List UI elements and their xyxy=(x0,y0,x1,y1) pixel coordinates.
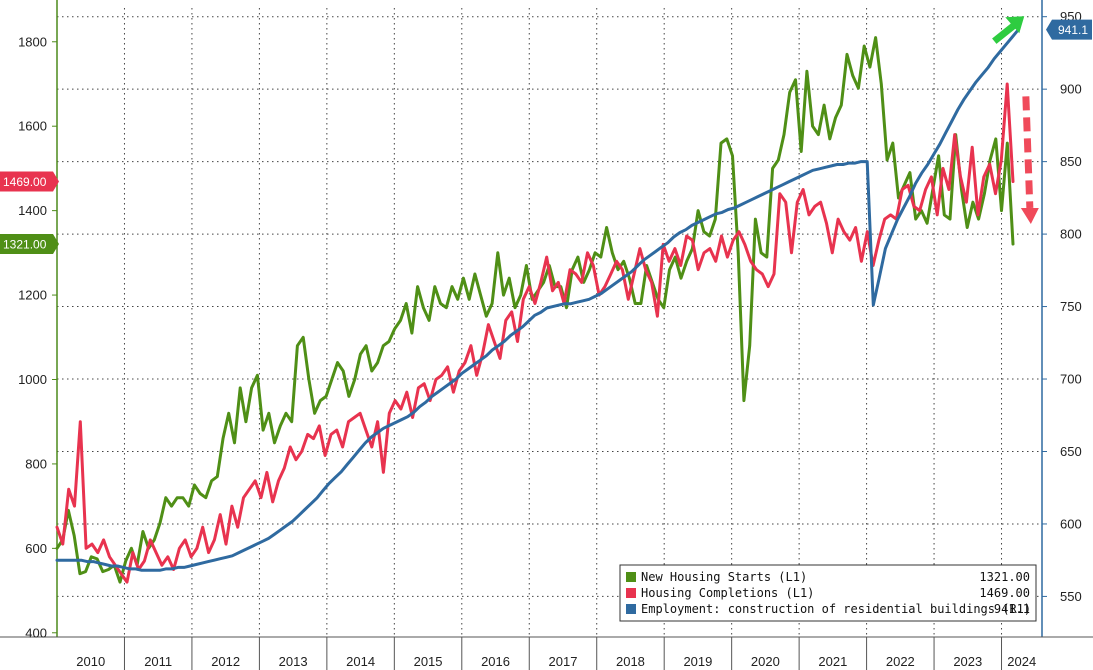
series-line-0 xyxy=(55,36,1015,584)
legend-value: 941.1 xyxy=(994,602,1030,616)
legend-label: Employment: construction of residential … xyxy=(641,602,1031,616)
legend-box xyxy=(619,564,1037,622)
x-tick-label: 2016 xyxy=(481,654,510,669)
right-tick-label: 800 xyxy=(1060,227,1082,242)
legend-swatch xyxy=(626,588,636,598)
down-arrow-shaft xyxy=(1022,96,1034,209)
x-tick-label: 2015 xyxy=(414,654,443,669)
up-arrow-shaft xyxy=(992,22,1017,44)
value-tag-text: 941.1 xyxy=(1058,23,1088,37)
down-arrow-annotation xyxy=(1020,96,1039,225)
x-tick-label: 2017 xyxy=(549,654,578,669)
x-tick-label: 2021 xyxy=(818,654,847,669)
left-tick-label: 1200 xyxy=(18,288,47,303)
right-tick-label: 550 xyxy=(1060,589,1082,604)
left-tick-label: 800 xyxy=(25,456,47,471)
series-line-2 xyxy=(55,28,1020,572)
value-tag: 1321.00 xyxy=(0,233,59,254)
left-tick-label: 600 xyxy=(25,541,47,556)
legend-value: 1469.00 xyxy=(979,586,1030,600)
value-tag-text: 1469.00 xyxy=(3,175,47,189)
value-tags: 1469.00 1321.00 941.1 xyxy=(0,19,1092,254)
x-tick-label: 2014 xyxy=(346,654,375,669)
legend-value: 1321.00 xyxy=(979,570,1030,584)
legend: New Housing Starts (L1) 1321.00 Housing Co… xyxy=(619,564,1037,622)
left-tick-label: 1000 xyxy=(18,372,47,387)
series-lines xyxy=(55,28,1020,584)
value-tag: 941.1 xyxy=(1046,19,1092,40)
up-arrow-annotation xyxy=(992,16,1025,44)
x-tick-label: 2013 xyxy=(279,654,308,669)
right-tick-label: 600 xyxy=(1060,516,1082,531)
right-tick-label: 850 xyxy=(1060,154,1082,169)
x-tick-label: 2020 xyxy=(751,654,780,669)
left-tick-label: 1400 xyxy=(18,203,47,218)
right-tick-label: 900 xyxy=(1060,82,1082,97)
right-tick-label: 700 xyxy=(1060,372,1082,387)
left-tick-label: 1800 xyxy=(18,34,47,49)
legend-label: New Housing Starts (L1) xyxy=(641,570,807,584)
value-tag-bg xyxy=(1046,19,1092,40)
down-arrow-head xyxy=(1020,208,1039,225)
legend-swatch xyxy=(626,572,636,582)
x-tick-label: 2024 xyxy=(1007,654,1036,669)
left-tick-label: 1600 xyxy=(18,119,47,134)
series-line-1 xyxy=(55,82,1015,584)
value-tag: 1469.00 xyxy=(0,171,59,192)
x-tick-label: 2019 xyxy=(683,654,712,669)
x-tick-label: 2018 xyxy=(616,654,645,669)
right-tick-label: 650 xyxy=(1060,444,1082,459)
annotations xyxy=(992,16,1039,225)
value-tag-text: 1321.00 xyxy=(3,237,47,251)
up-arrow-head xyxy=(1005,16,1025,34)
x-tick-label: 2010 xyxy=(76,654,105,669)
x-tick-label: 2023 xyxy=(953,654,982,669)
value-tag-bg xyxy=(0,171,59,192)
x-tick-label: 2022 xyxy=(886,654,915,669)
x-tick-label: 2012 xyxy=(211,654,240,669)
left-tick-label: 400 xyxy=(25,625,47,640)
value-tag-bg xyxy=(0,233,59,254)
x-tick-label: 2011 xyxy=(144,654,172,669)
legend-swatch xyxy=(626,604,636,614)
right-tick-label: 750 xyxy=(1060,299,1082,314)
legend-label: Housing Completions (L1) xyxy=(641,586,814,600)
